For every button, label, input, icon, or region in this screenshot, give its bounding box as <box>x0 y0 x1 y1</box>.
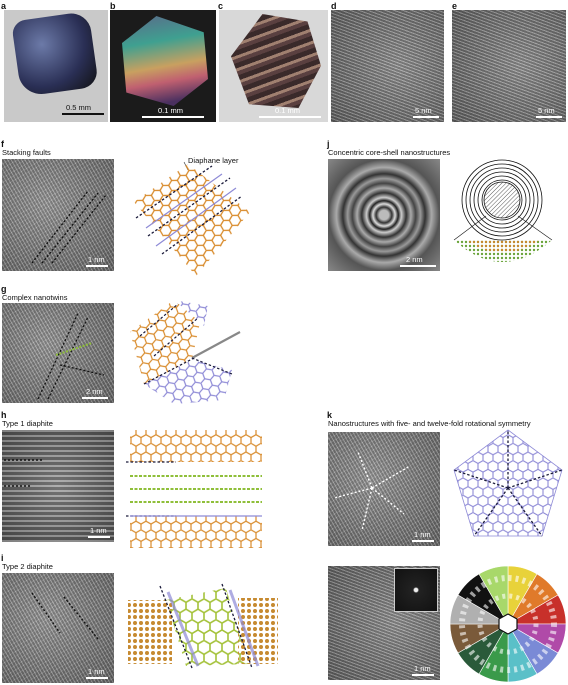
tem-image-k-fivefold: 1 nm <box>328 432 440 546</box>
tem-image-k-twelvefold: 1 nm <box>328 566 440 680</box>
diagram-i-type2 <box>128 583 278 669</box>
scalebar-g <box>82 397 108 399</box>
panel-title-f: Stacking faults <box>2 148 51 157</box>
scale-text-i: 1 nm <box>88 667 105 676</box>
diagram-k-fivefold <box>453 429 563 537</box>
panel-label-e: e <box>452 1 458 11</box>
crystal-shape <box>11 10 99 98</box>
diaphane-layer-annotation: Diaphane layer <box>188 156 239 165</box>
scalebar-k2 <box>412 674 434 676</box>
scalebar-h <box>88 536 110 538</box>
diagram-f-stacking <box>134 161 250 276</box>
scalebar-d <box>413 116 439 118</box>
diagram-k-twelvefold <box>449 565 567 683</box>
boundary-lines-i <box>31 592 99 640</box>
panel-title-g: Complex nanotwins <box>2 293 68 302</box>
scalebar-j <box>400 265 436 267</box>
tem-image-d: 5 nm <box>331 10 444 122</box>
photo-a-crystal: 0.5 mm <box>4 10 108 122</box>
photo-c-crystal: 0.1 mm <box>219 10 328 122</box>
scalebar-e <box>536 116 562 118</box>
scalebar-f <box>86 265 108 267</box>
crystal-shape-c <box>231 14 321 108</box>
diagram-g-nanotwins <box>130 300 241 404</box>
layer-lines-h <box>4 459 42 487</box>
diagram-h-type1 <box>126 430 262 548</box>
panel-title-i: Type 2 diaphite <box>2 562 53 571</box>
diagram-j-core-shell <box>453 159 553 262</box>
scalebar-k1 <box>412 540 434 542</box>
scalebar-b <box>142 116 204 118</box>
scale-text-d: 5 nm <box>415 106 432 115</box>
panel-title-h: Type 1 diaphite <box>2 419 53 428</box>
scale-text-j: 2 nm <box>406 255 423 264</box>
panel-label-a: a <box>1 1 7 11</box>
crystal-shape-b <box>122 16 208 106</box>
tem-image-i: 1 nm <box>2 573 114 683</box>
photo-b-crystal: 0.1 mm <box>110 10 216 122</box>
scale-text-b: 0.1 mm <box>158 106 184 115</box>
tem-image-h: 1 nm <box>2 430 114 542</box>
fivefold-lines <box>333 451 411 531</box>
scale-text-e: 5 nm <box>538 106 555 115</box>
panel-label-h: h <box>1 410 7 420</box>
scale-text-k1: 1 nm <box>414 530 431 539</box>
scale-text-g: 2 nm <box>86 387 103 396</box>
panel-label-f: f <box>1 139 4 149</box>
scale-text-c: 0.1 mm <box>275 106 301 115</box>
twin-lines-g <box>37 312 105 400</box>
panel-label-g: g <box>1 284 7 294</box>
scalebar-i <box>86 677 108 679</box>
panel-label-c: c <box>218 1 224 11</box>
scale-text-a: 0.5 mm <box>66 103 92 112</box>
tem-image-e: 5 nm <box>452 10 566 122</box>
scalebar-c <box>259 116 321 118</box>
fft-inset <box>394 568 438 612</box>
tem-image-j: 2 nm <box>328 159 440 271</box>
panel-title-j: Concentric core-shell nanostructures <box>328 148 451 157</box>
panel-label-i: i <box>1 553 4 563</box>
panel-title-k: Nanostructures with five- and twelve-fol… <box>328 419 531 428</box>
panel-label-j: j <box>327 139 330 149</box>
scale-text-k2: 1 nm <box>414 664 431 673</box>
scale-text-h: 1 nm <box>90 526 107 535</box>
scale-text-f: 1 nm <box>88 255 105 264</box>
panel-label-k: k <box>327 410 333 420</box>
stacking-fault-lines-f <box>31 190 107 264</box>
panel-label-b: b <box>110 1 116 11</box>
tem-image-f: 1 nm <box>2 159 114 271</box>
panel-label-d: d <box>331 1 337 11</box>
scalebar-a <box>62 113 104 115</box>
tem-image-g: 2 nm <box>2 303 114 403</box>
